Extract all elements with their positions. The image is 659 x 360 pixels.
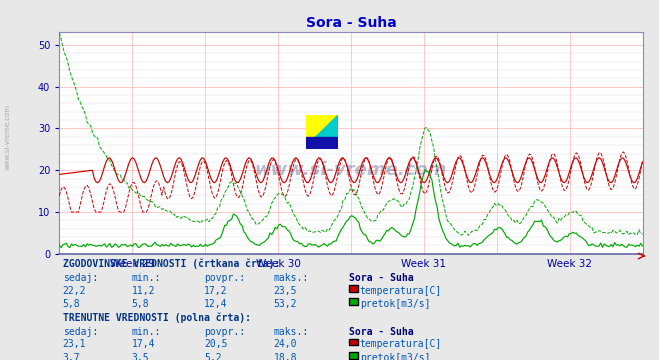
Text: ZGODOVINSKE VREDNOSTI (črtkana črta):: ZGODOVINSKE VREDNOSTI (črtkana črta): <box>63 258 280 269</box>
Text: 12,4: 12,4 <box>204 299 228 309</box>
Text: 3,7: 3,7 <box>63 353 80 360</box>
Text: 17,4: 17,4 <box>132 339 156 350</box>
Text: 3,5: 3,5 <box>132 353 150 360</box>
Bar <box>306 138 338 149</box>
Text: sedaj:: sedaj: <box>63 327 98 337</box>
Text: maks.:: maks.: <box>273 273 308 283</box>
Text: 24,0: 24,0 <box>273 339 297 350</box>
Text: sedaj:: sedaj: <box>63 273 98 283</box>
Text: maks.:: maks.: <box>273 327 308 337</box>
Text: 23,5: 23,5 <box>273 286 297 296</box>
Text: 11,2: 11,2 <box>132 286 156 296</box>
Text: pretok[m3/s]: pretok[m3/s] <box>360 299 430 309</box>
Polygon shape <box>306 115 338 149</box>
Text: pretok[m3/s]: pretok[m3/s] <box>360 353 430 360</box>
Text: 5,8: 5,8 <box>63 299 80 309</box>
Text: povpr.:: povpr.: <box>204 273 245 283</box>
Text: TRENUTNE VREDNOSTI (polna črta):: TRENUTNE VREDNOSTI (polna črta): <box>63 312 250 323</box>
Title: Sora - Suha: Sora - Suha <box>306 16 396 30</box>
Text: 5,8: 5,8 <box>132 299 150 309</box>
Text: min.:: min.: <box>132 327 161 337</box>
Text: 5,2: 5,2 <box>204 353 222 360</box>
Text: 20,5: 20,5 <box>204 339 228 350</box>
Text: 22,2: 22,2 <box>63 286 86 296</box>
Text: temperatura[C]: temperatura[C] <box>360 339 442 350</box>
Text: 53,2: 53,2 <box>273 299 297 309</box>
Polygon shape <box>306 115 338 146</box>
Text: 23,1: 23,1 <box>63 339 86 350</box>
Text: www.si-vreme.com: www.si-vreme.com <box>5 104 11 170</box>
Text: temperatura[C]: temperatura[C] <box>360 286 442 296</box>
Text: Sora - Suha: Sora - Suha <box>349 327 414 337</box>
Text: povpr.:: povpr.: <box>204 327 245 337</box>
Text: www.si-vreme.com: www.si-vreme.com <box>254 161 447 179</box>
Text: Sora - Suha: Sora - Suha <box>349 273 414 283</box>
Text: 18,8: 18,8 <box>273 353 297 360</box>
Text: 17,2: 17,2 <box>204 286 228 296</box>
Text: min.:: min.: <box>132 273 161 283</box>
